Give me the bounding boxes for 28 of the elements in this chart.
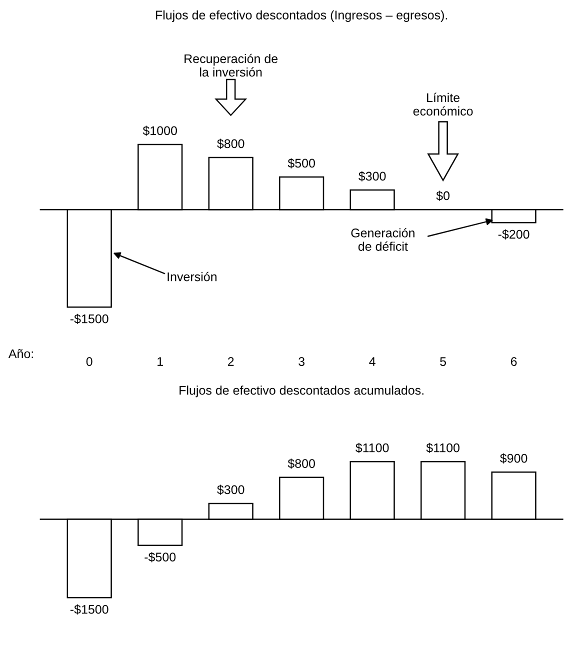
data-label: $500 [288, 158, 315, 168]
data-label: -$200 [498, 229, 530, 240]
x-tick-label: 5 [440, 357, 446, 366]
x-tick-label: 2 [228, 357, 234, 366]
data-label: $800 [217, 138, 244, 149]
data-label: $300 [358, 171, 386, 182]
annotation: Generación de déficit [351, 228, 414, 251]
text: Límite económico [413, 92, 473, 116]
data-label: $1100 [426, 442, 460, 454]
data-label: $1000 [142, 126, 177, 136]
data-label: $300 [217, 484, 244, 495]
x-tick-label: 1 [158, 357, 163, 366]
annotation: Inversión [168, 272, 216, 282]
data-label: -$500 [144, 552, 176, 562]
data-label: $800 [288, 458, 315, 469]
data-label: -$1500 [70, 314, 108, 324]
x-tick-label: 3 [298, 357, 304, 366]
data-label: -$1500 [70, 604, 108, 615]
x-tick-label: 4 [369, 357, 376, 366]
chart-title: Flujos de efectivo descontados (Ingresos – egresos). [156, 10, 448, 22]
text: Recuperación de la inversión [184, 54, 278, 77]
data-label: $0 [436, 190, 450, 201]
x-axis-title: Año: [8, 349, 33, 358]
x-tick-label: 0 [86, 357, 92, 366]
data-label: $1100 [356, 442, 389, 454]
x-tick-label: 6 [510, 357, 517, 366]
chart-title: Flujos de efectivo descontados acumulados. [180, 386, 424, 398]
data-label: $900 [500, 453, 528, 464]
